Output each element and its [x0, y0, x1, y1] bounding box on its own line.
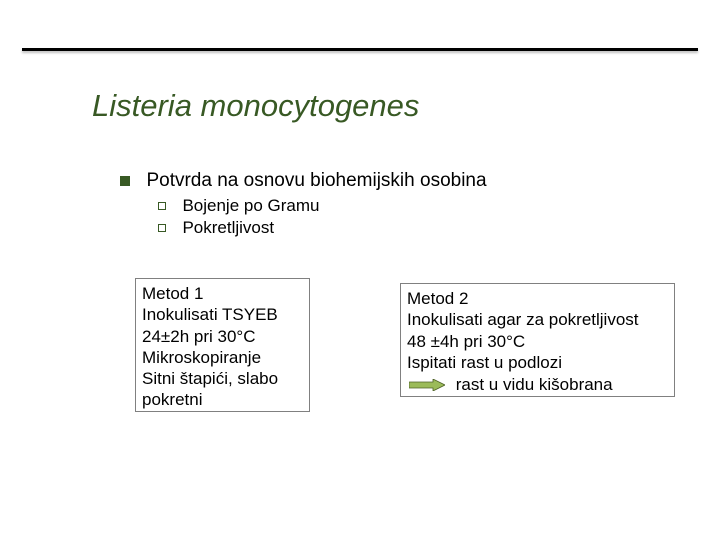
sub-bullet-row: Bojenje po Gramu: [158, 196, 319, 216]
method-1-box: Metod 1 Inokulisati TSYEB 24±2h pri 30°C…: [135, 278, 310, 412]
method-2-box: Metod 2 Inokulisati agar za pokretljivos…: [400, 283, 675, 397]
top-divider: [22, 48, 698, 51]
method-2-line: 48 ±4h pri 30°C: [407, 331, 668, 352]
bullet-hollow-square-icon: [158, 202, 166, 210]
method-1-line: Mikroskopiranje: [142, 347, 303, 368]
bullet-hollow-square-icon: [158, 224, 166, 232]
method-2-line: Inokulisati agar za pokretljivost: [407, 309, 668, 330]
arrow-right-icon: [409, 379, 445, 391]
slide: Listeria monocytogenes Potvrda na osnovu…: [0, 0, 720, 540]
method-1-line: pokretni: [142, 389, 303, 410]
main-bullet-row: Potvrda na osnovu biohemijskih osobina: [120, 170, 487, 192]
main-bullet-text: Potvrda na osnovu biohemijskih osobina: [146, 170, 486, 192]
method-1-line: Metod 1: [142, 283, 303, 304]
sub-bullet-text: Pokretljivost: [182, 218, 274, 238]
method-2-line: Metod 2: [407, 288, 668, 309]
method-1-line: 24±2h pri 30°C: [142, 326, 303, 347]
sub-bullet-text: Bojenje po Gramu: [182, 196, 319, 216]
method-2-arrow-line: rast u vidu kišobrana: [407, 373, 668, 395]
method-1-line: Inokulisati TSYEB: [142, 304, 303, 325]
bullet-filled-square-icon: [120, 176, 130, 186]
method-2-arrow-text: rast u vidu kišobrana: [456, 374, 613, 395]
sub-bullet-row: Pokretljivost: [158, 218, 274, 238]
method-1-line: Sitni štapići, slabo: [142, 368, 303, 389]
slide-title: Listeria monocytogenes: [92, 88, 419, 124]
method-2-line: Ispitati rast u podlozi: [407, 352, 668, 373]
